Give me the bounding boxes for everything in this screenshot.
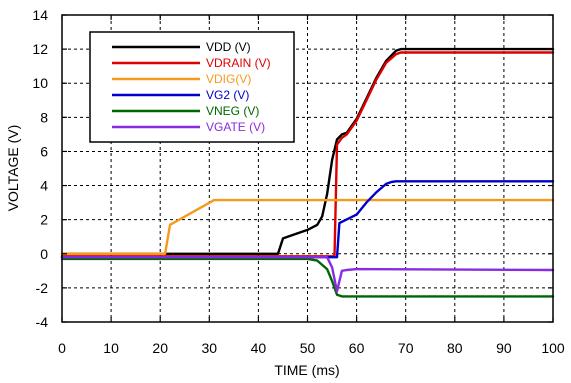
x-tick-label: 50 [300,340,316,356]
y-tick-label: 2 [40,212,48,228]
y-tick-label: 0 [40,246,48,262]
x-tick-label: 60 [349,340,365,356]
series-line-5 [60,256,555,293]
x-tick-label: 20 [152,340,168,356]
x-axis-title: TIME (ms) [274,362,339,378]
legend-label-1: VDRAIN (V) [206,56,271,70]
series-line-2 [60,198,555,256]
x-tick-label: 70 [398,340,414,356]
y-tick-label: 10 [32,75,48,91]
x-tick-label: 40 [251,340,267,356]
y-tick-label: 4 [40,178,48,194]
y-tick-label: 6 [40,143,48,159]
legend-label-4: VNEG (V) [206,104,259,118]
x-tick-label: 10 [103,340,119,356]
y-tick-label: 8 [40,109,48,125]
x-tick-label: 90 [496,340,512,356]
series-layer [60,47,555,298]
series-line-4 [60,257,555,298]
series-line-1 [60,51,555,258]
x-tick-label: 30 [202,340,218,356]
ticks: 0 10 20 30 40 50 60 70 80 90 100 -4 -2 0 2 4 6 8 10 12 14 [32,7,564,356]
legend-label-0: VDD (V) [206,40,251,54]
legend-label-2: VDIG(V) [206,72,251,86]
x-tick-label: 100 [541,340,565,356]
y-axis-title: VOLTAGE (V) [5,125,21,212]
x-tick-label: 80 [447,340,463,356]
y-tick-label: 12 [32,41,48,57]
series-line-3 [60,180,555,259]
x-tick-label: 0 [58,340,66,356]
y-tick-label: -4 [36,314,49,330]
legend: VDD (V) VDRAIN (V) VDIG(V) VG2 (V) VNEG (V) V… [89,31,295,143]
legend-label-3: VG2 (V) [206,88,249,102]
series-line-0 [60,47,555,256]
y-tick-label: 14 [32,7,48,23]
legend-box [89,31,295,143]
y-tick-label: -2 [36,280,49,296]
legend-label-5: VGATE (V) [206,120,265,134]
